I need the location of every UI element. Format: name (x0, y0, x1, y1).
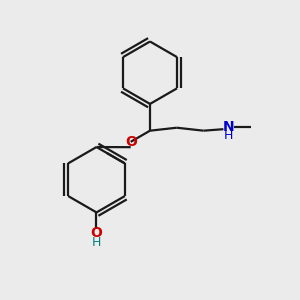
Text: N: N (223, 120, 235, 134)
Text: H: H (224, 129, 233, 142)
Text: O: O (91, 226, 102, 240)
Text: H: H (92, 236, 101, 249)
Text: O: O (125, 135, 136, 149)
